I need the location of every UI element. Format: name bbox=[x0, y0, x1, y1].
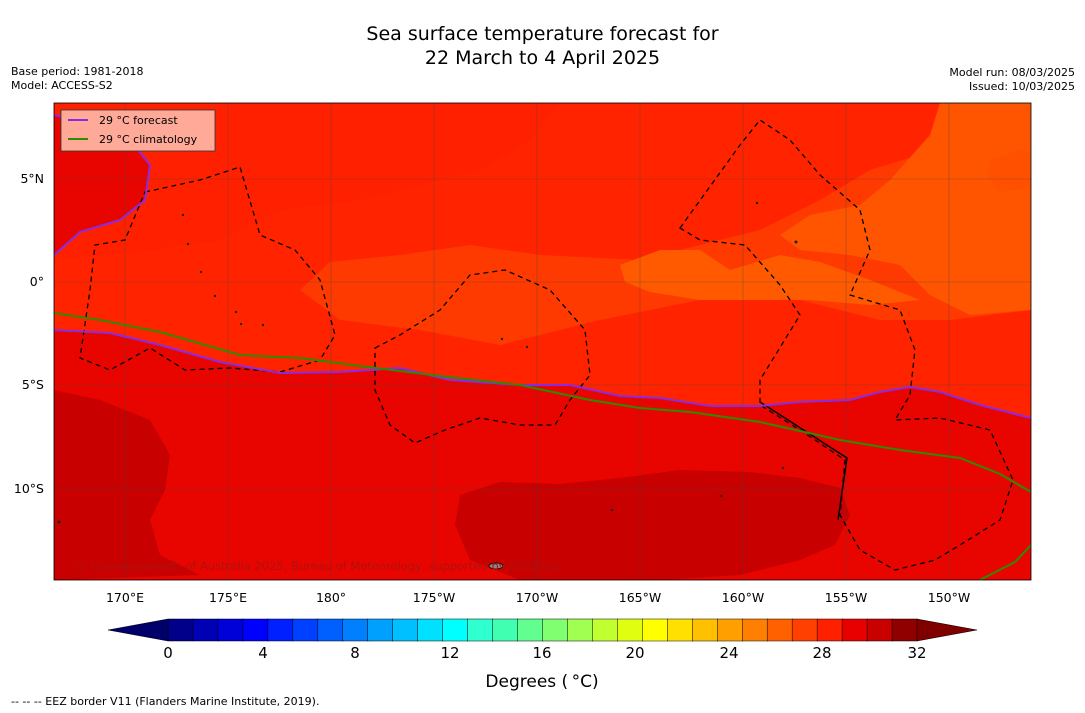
colorbar-segment bbox=[667, 618, 694, 642]
colorbar-segment bbox=[617, 618, 644, 642]
colorbar bbox=[107, 618, 978, 642]
colorbar-under-arrow bbox=[107, 618, 169, 642]
eez-footnote: -- -- -- EEZ border V11 (Flanders Marine… bbox=[11, 695, 320, 708]
isotherm-legend: 29 °C forecast 29 °C climatology bbox=[60, 109, 216, 152]
climatology-isotherm bbox=[54, 312, 1031, 493]
eez-line-islands bbox=[679, 119, 1014, 571]
colorbar-segment bbox=[741, 618, 768, 642]
colorbar-segment bbox=[392, 618, 419, 642]
colorbar-segment bbox=[417, 618, 444, 642]
lat-label: 10°S bbox=[14, 481, 44, 496]
lat-labels: 5°N 0° 5°S 10°S bbox=[14, 171, 44, 496]
colorbar-segment bbox=[866, 618, 893, 642]
field-south-hotter-centre bbox=[455, 470, 850, 580]
colorbar-over-arrow bbox=[916, 618, 978, 642]
colorbar-segment bbox=[592, 618, 619, 642]
colorbar-segment bbox=[217, 618, 244, 642]
field-orange-centre bbox=[620, 250, 920, 305]
copyright-text: © Commonwealth of Australia 2025, Bureau… bbox=[76, 559, 560, 573]
eez-tokelau bbox=[374, 269, 591, 444]
colorbar-segment bbox=[717, 618, 743, 642]
temperature-field bbox=[54, 103, 1031, 580]
base-period: Base period: 1981-2018 bbox=[11, 65, 144, 78]
colorbar-segment bbox=[841, 618, 868, 642]
lon-label: 165°W bbox=[619, 590, 661, 605]
legend-forecast-label: 29 °C forecast bbox=[99, 114, 178, 127]
colorbar-segment bbox=[442, 618, 469, 642]
field-south-hotter-west bbox=[54, 390, 200, 580]
lon-label: 170°W bbox=[516, 590, 558, 605]
islands bbox=[57, 201, 798, 570]
colorbar-tick: 8 bbox=[350, 644, 360, 662]
colorbar-segment bbox=[567, 618, 594, 642]
colorbar-tick: 0 bbox=[163, 644, 173, 662]
colorbar-tick: 4 bbox=[258, 644, 268, 662]
colorbar-segment bbox=[816, 618, 843, 642]
model-run-date: Model run: 08/03/2025 bbox=[949, 66, 1075, 79]
field-orange-east-patch bbox=[988, 150, 1031, 192]
colorbar-segment bbox=[642, 618, 669, 642]
colorbar-label: Degrees ( °C) bbox=[485, 672, 598, 692]
run-info: Model run: 08/03/2025 Issued: 10/03/2025 bbox=[949, 66, 1075, 94]
field-orange-east bbox=[780, 103, 1031, 315]
eez-borders bbox=[79, 119, 1014, 571]
title-line-2: 22 March to 4 April 2025 bbox=[424, 47, 661, 69]
isotherms bbox=[54, 114, 1031, 580]
colorbar-tick: 12 bbox=[440, 644, 459, 662]
colorbar-tick: 24 bbox=[719, 644, 738, 662]
colorbar-ticks: 0 4 8 12 16 20 24 28 32 bbox=[163, 644, 926, 662]
eez-tuvalu bbox=[79, 166, 336, 373]
colorbar-segment bbox=[367, 618, 394, 642]
colorbar-tick: 32 bbox=[907, 644, 926, 662]
issued-date: Issued: 10/03/2025 bbox=[968, 80, 1075, 93]
colorbar-segment bbox=[492, 618, 519, 642]
colorbar-segment bbox=[342, 618, 369, 642]
lat-label: 0° bbox=[30, 274, 44, 289]
lon-label: 160°W bbox=[722, 590, 764, 605]
lon-label: 175°E bbox=[209, 590, 247, 605]
lat-label: 5°N bbox=[20, 171, 44, 186]
colorbar-segment bbox=[517, 618, 544, 642]
chart-title: Sea surface temperature forecast for 22 … bbox=[0, 22, 1085, 70]
lon-label: 170°E bbox=[106, 590, 144, 605]
colorbar-segment bbox=[192, 618, 219, 642]
colorbar-segment bbox=[542, 618, 569, 642]
colorbar-segment bbox=[467, 618, 494, 642]
colorbar-segment bbox=[292, 618, 319, 642]
forecast-isotherm-south bbox=[54, 329, 1031, 419]
colorbar-tick: 16 bbox=[532, 644, 551, 662]
colorbar-segment bbox=[891, 618, 918, 642]
lon-labels: 170°E 175°E 180° 175°W 170°W 165°W 160°W… bbox=[106, 590, 970, 605]
legend-climatology-label: 29 °C climatology bbox=[99, 133, 198, 146]
eez-solid-segment bbox=[759, 401, 848, 521]
colorbar-segment bbox=[317, 618, 344, 642]
model-name: Model: ACCESS-S2 bbox=[11, 79, 113, 92]
lon-label: 180° bbox=[316, 590, 346, 605]
colorbar-tick: 28 bbox=[812, 644, 831, 662]
lat-label: 5°S bbox=[22, 377, 44, 392]
colorbar-segment bbox=[692, 618, 719, 642]
colorbar-segment bbox=[791, 618, 818, 642]
map-frame bbox=[53, 102, 1032, 581]
colorbar-segment bbox=[766, 618, 793, 642]
colorbar-segment bbox=[267, 618, 294, 642]
title-line-1: Sea surface temperature forecast for bbox=[366, 23, 719, 45]
colorbar-segment bbox=[167, 618, 194, 642]
lon-label: 175°W bbox=[413, 590, 455, 605]
lon-label: 150°W bbox=[928, 590, 970, 605]
climatology-isotherm-se bbox=[979, 544, 1031, 580]
colorbar-segment bbox=[242, 618, 269, 642]
model-info: Base period: 1981-2018 Model: ACCESS-S2 bbox=[11, 65, 143, 93]
colorbar-tick: 20 bbox=[625, 644, 644, 662]
lon-label: 155°W bbox=[825, 590, 867, 605]
